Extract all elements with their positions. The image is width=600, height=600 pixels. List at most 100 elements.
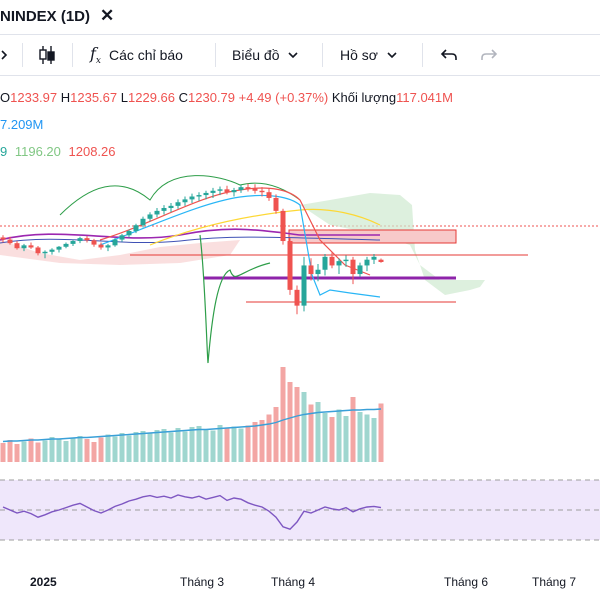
chart-type-label: Biểu đồ <box>232 47 280 63</box>
volume-bar <box>203 429 209 462</box>
candle-body <box>189 196 195 200</box>
candle-body <box>210 190 216 193</box>
conversion-line <box>99 194 381 298</box>
price-chart[interactable]: 2025 Tháng 3 Tháng 4 Tháng 6 Tháng 7 <box>0 75 600 600</box>
open-label: O <box>0 90 11 105</box>
profile-button[interactable]: Hồ sơ <box>340 35 398 75</box>
volume-bar <box>77 436 83 462</box>
volume-bar <box>168 432 174 462</box>
volume-bar <box>210 430 216 462</box>
candle-body <box>28 245 34 248</box>
undo-icon <box>440 49 457 60</box>
candle-body <box>154 210 160 215</box>
candle-body <box>91 240 97 245</box>
volume-bar <box>371 418 377 462</box>
candle-body <box>350 259 356 275</box>
toolbar-divider <box>422 43 423 67</box>
x-tick-label: 2025 <box>30 575 57 589</box>
candle-body <box>196 195 202 197</box>
candle-body <box>252 188 258 191</box>
toolbar-divider <box>322 43 323 67</box>
candle-body <box>112 239 118 246</box>
volume-bar <box>301 392 307 462</box>
volume-bar <box>112 436 118 462</box>
ma-line <box>149 208 381 246</box>
candle-body <box>140 218 146 226</box>
candle-body <box>217 189 223 191</box>
volume-bar <box>315 402 321 462</box>
volume-bar <box>364 414 370 462</box>
volume-bar <box>287 382 293 462</box>
candle-body <box>378 259 384 262</box>
volume-bar <box>91 442 97 462</box>
candle-body <box>133 225 139 231</box>
ohlc-legend: O1233.97 H1235.67 L1229.66 C1230.79 +4.4… <box>0 90 453 105</box>
candle-body <box>63 243 69 247</box>
toolbar: fx Các chỉ báo Biểu đồ Hồ sơ <box>0 34 600 76</box>
lagging-span <box>59 175 301 216</box>
volume-bar <box>252 422 258 462</box>
volume-bar <box>21 441 27 462</box>
volume-bar <box>224 427 230 462</box>
lagging-span <box>199 234 271 364</box>
candle-body <box>280 210 286 242</box>
x-tick-label: Tháng 7 <box>532 575 576 589</box>
indicator-value-1: 1196.20 <box>14 144 61 159</box>
volume-bar <box>154 430 160 462</box>
candle-body <box>35 247 41 254</box>
candle-body <box>119 235 125 240</box>
x-tick-label: Tháng 3 <box>180 575 224 589</box>
candle-body <box>336 261 342 266</box>
volume-ma-legend: 7.209M <box>0 117 44 132</box>
volume-bar <box>280 367 286 462</box>
volume-bar <box>56 439 62 462</box>
indicators-label: Các chỉ báo <box>109 47 183 63</box>
candle-body <box>357 265 363 275</box>
candle-body <box>147 214 153 219</box>
candle-body <box>7 239 13 244</box>
candle-body <box>77 238 83 242</box>
volume-bar <box>231 426 237 462</box>
volume-bar <box>378 403 384 462</box>
indicators-button[interactable]: fx Các chỉ báo <box>90 35 183 75</box>
candle-body <box>287 241 293 290</box>
volume-bar <box>294 387 300 462</box>
volume-bar <box>105 434 111 462</box>
candles-icon[interactable] <box>38 35 56 75</box>
candle-body <box>231 190 237 193</box>
candle-body <box>301 265 307 306</box>
volume-bar <box>42 440 48 462</box>
interval-chevron-icon[interactable] <box>0 35 14 75</box>
candle-body <box>322 256 328 270</box>
volume-bar <box>273 407 279 462</box>
volume-bar <box>329 417 335 462</box>
undo-button[interactable] <box>440 35 458 75</box>
low-label: L <box>120 90 128 105</box>
candle-body <box>315 269 321 275</box>
chart-type-button[interactable]: Biểu đồ <box>232 35 299 75</box>
candle-body <box>56 246 62 250</box>
volume-bar <box>98 437 104 462</box>
chevron-down-icon <box>288 52 299 59</box>
redo-button[interactable] <box>480 35 498 75</box>
volume-bar <box>259 420 265 462</box>
high-label: H <box>60 90 71 105</box>
close-icon[interactable]: ✕ <box>100 6 115 25</box>
symbol-tab[interactable]: NINDEX (1D) ✕ <box>0 0 124 32</box>
x-axis: 2025 Tháng 3 Tháng 4 Tháng 6 Tháng 7 <box>30 575 576 589</box>
ichimoku-cloud <box>300 193 485 295</box>
candle-body <box>126 230 132 236</box>
volume-bar <box>0 443 6 462</box>
volume-bar <box>35 442 41 462</box>
volume-bar <box>175 428 181 462</box>
candle-body <box>84 238 90 241</box>
volume-bar <box>343 416 349 462</box>
volume-bar <box>238 428 244 462</box>
candle-body <box>203 192 209 196</box>
open-value: 1233.97 <box>10 90 58 105</box>
candle-body <box>343 259 349 262</box>
indicator-value-2: 1208.26 <box>68 144 116 159</box>
x-tick-label: Tháng 6 <box>444 575 488 589</box>
volume-bar <box>196 426 202 462</box>
toolbar-divider <box>72 43 73 67</box>
